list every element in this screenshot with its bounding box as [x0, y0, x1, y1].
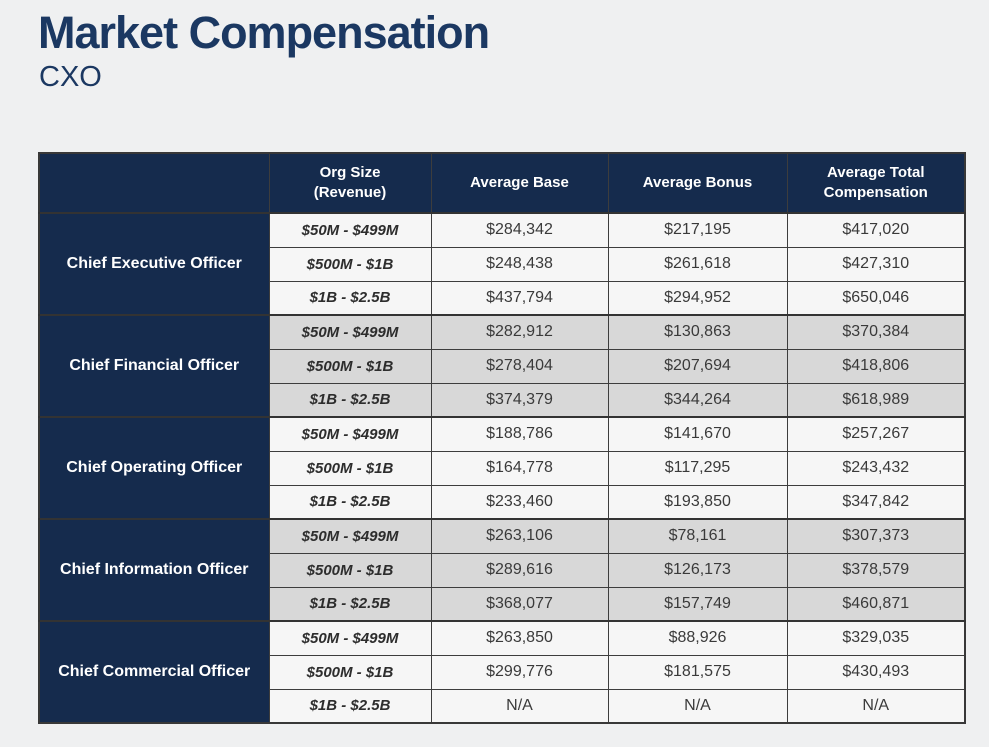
table-row: $1B - $2.5B $233,460 $193,850 $347,842	[39, 484, 966, 520]
avg-bonus-cell: $294,952	[607, 280, 788, 316]
avg-base-cell: $299,776	[430, 654, 609, 690]
org-size-cell: $50M - $499M	[268, 518, 432, 554]
header-avg-bonus: Average Bonus	[607, 152, 788, 214]
avg-base-cell: $188,786	[430, 416, 609, 452]
table-header: Org Size (Revenue) Average Base Average …	[38, 152, 966, 214]
org-size-cell: $1B - $2.5B	[268, 586, 432, 622]
org-size-cell: $50M - $499M	[268, 620, 432, 656]
avg-base-cell: $284,342	[430, 212, 609, 248]
org-size-cell: $1B - $2.5B	[268, 688, 432, 724]
avg-bonus-cell: $261,618	[607, 246, 788, 282]
page-title: Market Compensation	[38, 7, 490, 58]
table-row: Chief Financial Officer $50M - $499M $28…	[38, 314, 966, 418]
avg-bonus-cell: $344,264	[607, 382, 788, 418]
avg-base-cell: $263,106	[430, 518, 609, 554]
avg-total-cell: $378,579	[786, 552, 966, 588]
header-role	[38, 152, 270, 214]
avg-bonus-cell: $78,161	[607, 518, 788, 554]
avg-base-cell: $282,912	[430, 314, 609, 350]
org-size-cell: $500M - $1B	[268, 654, 432, 690]
role-cell: Chief Information Officer	[38, 518, 270, 622]
org-size-cell: $1B - $2.5B	[268, 280, 432, 316]
header-org-size: Org Size (Revenue)	[268, 152, 432, 214]
avg-bonus-cell: $117,295	[607, 450, 788, 486]
org-size-cell: $500M - $1B	[268, 450, 432, 486]
avg-base-cell: $278,404	[430, 348, 609, 384]
table-row: $500M - $1B $278,404 $207,694 $418,806	[39, 348, 966, 384]
avg-total-cell: $329,035	[786, 620, 966, 656]
avg-base-cell: N/A	[430, 688, 609, 724]
header-row: Org Size (Revenue) Average Base Average …	[38, 152, 966, 214]
avg-bonus-cell: $157,749	[607, 586, 788, 622]
org-size-cell: $1B - $2.5B	[268, 484, 432, 520]
avg-total-cell: $430,493	[786, 654, 966, 690]
org-size-cell: $500M - $1B	[268, 246, 432, 282]
org-size-cell: $500M - $1B	[268, 348, 432, 384]
avg-total-cell: $427,310	[786, 246, 966, 282]
avg-bonus-cell: $130,863	[607, 314, 788, 350]
avg-bonus-cell: N/A	[607, 688, 788, 724]
avg-bonus-cell: $88,926	[607, 620, 788, 656]
table-row: $1B - $2.5B $437,794 $294,952 $650,046	[39, 280, 966, 316]
avg-total-cell: $257,267	[786, 416, 966, 452]
avg-total-cell: $460,871	[786, 586, 966, 622]
table-row: Chief Information Officer $50M - $499M $…	[38, 518, 966, 622]
table-row: Chief Commercial Officer $50M - $499M $2…	[38, 620, 966, 724]
table-row: $500M - $1B $299,776 $181,575 $430,493	[39, 654, 966, 690]
avg-bonus-cell: $126,173	[607, 552, 788, 588]
table-row: $500M - $1B $164,778 $117,295 $243,432	[39, 450, 966, 486]
org-size-cell: $50M - $499M	[268, 416, 432, 452]
header-avg-total: Average Total Compensation	[786, 152, 966, 214]
role-cell: Chief Executive Officer	[38, 212, 270, 316]
org-size-cell: $500M - $1B	[268, 552, 432, 588]
avg-total-cell: $370,384	[786, 314, 966, 350]
header-avg-base: Average Base	[430, 152, 609, 214]
role-cell: Chief Financial Officer	[38, 314, 270, 418]
table-row: Chief Operating Officer $50M - $499M $18…	[38, 416, 966, 520]
org-size-cell: $50M - $499M	[268, 314, 432, 350]
role-cell: Chief Operating Officer	[38, 416, 270, 520]
avg-base-cell: $437,794	[430, 280, 609, 316]
org-size-cell: $1B - $2.5B	[268, 382, 432, 418]
avg-total-cell: $418,806	[786, 348, 966, 384]
avg-base-cell: $233,460	[430, 484, 609, 520]
avg-bonus-cell: $181,575	[607, 654, 788, 690]
avg-total-cell: $347,842	[786, 484, 966, 520]
org-size-cell: $50M - $499M	[268, 212, 432, 248]
avg-bonus-cell: $193,850	[607, 484, 788, 520]
avg-bonus-cell: $207,694	[607, 348, 788, 384]
avg-bonus-cell: $217,195	[607, 212, 788, 248]
table-row: $1B - $2.5B $374,379 $344,264 $618,989	[39, 382, 966, 418]
table-row: $500M - $1B $289,616 $126,173 $378,579	[39, 552, 966, 588]
avg-total-cell: N/A	[786, 688, 966, 724]
table-row: $1B - $2.5B N/A N/A N/A	[39, 688, 966, 724]
role-cell: Chief Commercial Officer	[38, 620, 270, 724]
avg-total-cell: $243,432	[786, 450, 966, 486]
avg-total-cell: $307,373	[786, 518, 966, 554]
avg-bonus-cell: $141,670	[607, 416, 788, 452]
page-subtitle: CXO	[39, 60, 102, 93]
avg-base-cell: $289,616	[430, 552, 609, 588]
table-row: Chief Executive Officer $50M - $499M $28…	[38, 212, 966, 316]
avg-base-cell: $164,778	[430, 450, 609, 486]
table-row: $1B - $2.5B $368,077 $157,749 $460,871	[39, 586, 966, 622]
compensation-table: Org Size (Revenue) Average Base Average …	[38, 152, 966, 724]
header-block: Market Compensation CXO	[38, 7, 490, 93]
avg-total-cell: $618,989	[786, 382, 966, 418]
avg-base-cell: $248,438	[430, 246, 609, 282]
avg-total-cell: $417,020	[786, 212, 966, 248]
table-row: $500M - $1B $248,438 $261,618 $427,310	[39, 246, 966, 282]
avg-base-cell: $368,077	[430, 586, 609, 622]
avg-base-cell: $374,379	[430, 382, 609, 418]
avg-base-cell: $263,850	[430, 620, 609, 656]
avg-total-cell: $650,046	[786, 280, 966, 316]
